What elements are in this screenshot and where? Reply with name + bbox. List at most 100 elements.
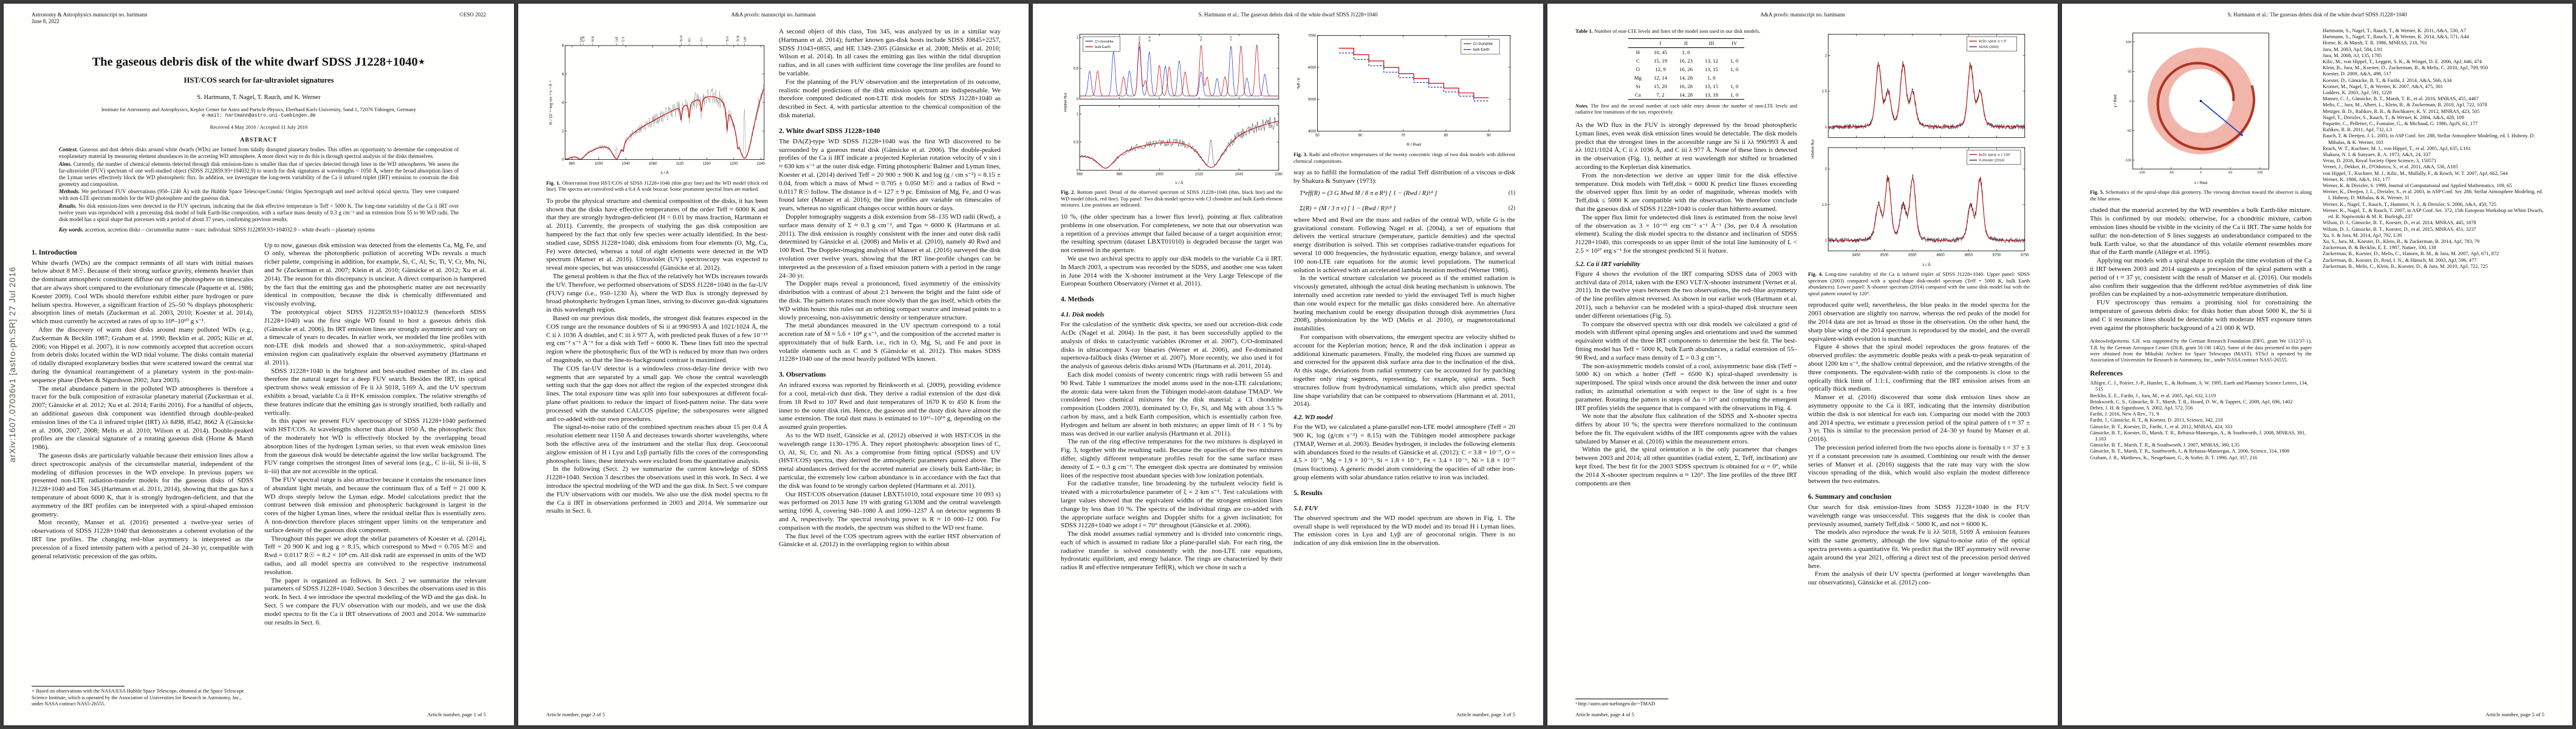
value-cell xyxy=(1724,74,1744,82)
svg-text:Si III: Si III xyxy=(737,35,741,41)
column-right: Up to now, gaseous disk emission was det… xyxy=(264,242,486,707)
running-header: A&A proofs: manuscript no. hartmann xyxy=(546,12,1001,18)
svg-text:1120: 1120 xyxy=(676,162,684,166)
value-cell: 1, 0 xyxy=(1707,74,1716,81)
abstract-paragraph: Context. Gaseous and dust debris disks a… xyxy=(59,146,459,160)
value-cell: 16, 23 xyxy=(1679,57,1693,64)
figure-caption-text: Schematics of the spiral-shape disk geom… xyxy=(2090,189,2312,202)
svg-text:Si III: Si III xyxy=(1148,36,1151,42)
spiral-chart: -100 -100 -50 -50 0 0 50 50 100 100 x / Rwd y / Rwd xyxy=(2114,32,2269,185)
value-cell: 16, 26 xyxy=(1679,66,1693,72)
figure-fig1: 960 1000 1040 1080 1120 1160 1200 1240 0 2 4 6 8 Lyγ C… xyxy=(546,29,768,193)
reference-item: Gänsicke, B. T., Marsh, T. R., & Southwo… xyxy=(2090,442,2240,448)
table-row: Ca 7, 2 14, 28 13, 18 1, 0 xyxy=(1628,91,1745,100)
page-footer: Article number, page 4 of 5 xyxy=(1575,711,1634,717)
value-cell: 1, 0 xyxy=(1730,66,1739,72)
paragraph: The precession period inferred from the … xyxy=(1808,443,2030,485)
paragraph: The observed spectrum and the WD model s… xyxy=(1293,514,1515,547)
paragraph: 10 %, (the older spectrum has a lower fl… xyxy=(1061,213,1283,255)
table-notes-label: Notes. xyxy=(1575,103,1589,109)
abstract-paragraph: Methods. We performed FUV observations (… xyxy=(59,188,459,202)
paragraph: White dwarfs (WDs) are the compact remna… xyxy=(32,259,253,326)
abstract-text: Currently, the number of chemical elemen… xyxy=(58,160,459,187)
reference-item: Gänsicke, B. T., Koester, D., Farihi, J.… xyxy=(2090,423,2233,430)
abstract-lead: Results. xyxy=(58,202,77,209)
value-cell: 1, 0 xyxy=(1730,91,1739,98)
svg-text:5000: 5000 xyxy=(1308,98,1317,102)
paragraph: For the radiative transfer, line broaden… xyxy=(1061,480,1283,530)
svg-text:fλ / 10⁻¹⁴ erg cm⁻² s⁻¹ Å⁻¹: fλ / 10⁻¹⁴ erg cm⁻² s⁻¹ Å⁻¹ xyxy=(549,81,553,125)
paragraph: The models also reproduce the weak Fe ii… xyxy=(1808,529,2030,570)
reference-item: Jura, M. 2003, ApJ, 584, L91 xyxy=(2323,46,2383,52)
footnote-text: ⋆ Based on observations with the NASA/ES… xyxy=(32,688,244,707)
svg-text:8650: 8650 xyxy=(1965,253,1973,257)
figure-caption-text: Long-time variability of the Ca ii infra… xyxy=(1808,271,2030,296)
paragraph: Figure 4 shows the evolution of the IRT … xyxy=(1575,270,1797,320)
figure-fig5: -100 -100 -50 -50 0 0 50 50 100 100 x / Rwd y / Rwd… xyxy=(2090,29,2312,202)
subsection-heading: 4.1. Disk models xyxy=(1061,312,1105,319)
svg-text:Si IV: Si IV xyxy=(680,35,683,41)
paragraph: From the analysis of their UV spectra (p… xyxy=(1808,570,2030,587)
irt-chart: 1 1.5 2 AcDc spiral, α = 0° SDSS (2003) 8450 8… xyxy=(1810,33,2029,267)
paragraph: After the discovery of warm dust disks a… xyxy=(32,326,253,384)
svg-text:80: 80 xyxy=(1444,134,1448,137)
svg-text:0: 0 xyxy=(562,159,564,162)
svg-text:R / Rwd: R / Rwd xyxy=(1406,143,1421,147)
svg-text:2: 2 xyxy=(1825,168,1828,171)
svg-text:8500: 8500 xyxy=(1880,253,1889,257)
paragraph: The FUV spectral range is also attractiv… xyxy=(264,476,486,534)
reference-item: Reach, W. T., Kuchner, M. J., von Hippel… xyxy=(2323,145,2471,151)
reference-item: Klein, B., Jura, M., Koester, D., Zucker… xyxy=(2323,65,2489,71)
value-cell: 13, 18 xyxy=(1705,91,1719,98)
figure-caption-text: Observation from HST/COS of SDSS J1228+1… xyxy=(546,179,768,193)
value-cell: 12, 9 xyxy=(1655,66,1666,72)
paragraph: cluded that the material accreted by the… xyxy=(2090,207,2312,256)
svg-text:CI chondrite: CI chondrite xyxy=(1095,40,1114,44)
header-left: Astronomy & Astrophysics manuscript no. … xyxy=(32,12,147,24)
fuv-chart: 960 1000 1040 1080 1120 1160 1200 124002468LyγC… xyxy=(549,35,765,175)
column-left: -100 -100 -50 -50 0 0 50 50 100 100 x / Rwd y / Rwd… xyxy=(2090,28,2312,707)
value-cell: 14, 28 xyxy=(1679,74,1693,81)
svg-text:8750: 8750 xyxy=(2021,253,2029,257)
reference-item: Xu, S. & Jura, M. 2014, ApJ, 792, L39 xyxy=(2323,232,2402,238)
reference-item: Farihi, J. 2016, New A Rev., 71, 9 xyxy=(2090,411,2159,417)
running-header: A&A proofs: manuscript no. hartmann xyxy=(1575,12,2030,18)
svg-text:AcDc spiral, α = 0°: AcDc spiral, α = 0° xyxy=(1979,40,2007,44)
svg-text:0: 0 xyxy=(2129,100,2131,103)
svg-text:C II: C II xyxy=(622,37,626,42)
paragraph: The non-axisymmetric models consist of a… xyxy=(1575,362,1797,412)
svg-text:N III: N III xyxy=(592,36,595,41)
svg-text:1080: 1080 xyxy=(649,162,657,166)
svg-text:CI chondrite: CI chondrite xyxy=(1473,43,1493,46)
page-2: A&A proofs: manuscript no. hartmann 960 10… xyxy=(518,4,1029,725)
svg-text:N I: N I xyxy=(688,38,692,42)
value-cell: 13, 15 xyxy=(1705,66,1719,72)
svg-text:1000: 1000 xyxy=(595,162,603,166)
value-cell: 16, 28 xyxy=(1679,83,1693,89)
value-cell: 15, 20 xyxy=(1654,83,1668,89)
svg-text:6: 6 xyxy=(562,73,564,77)
reference-item: Gänsicke, B. T., Koester, D., Marsh, T. … xyxy=(2090,430,2306,442)
column-header: II xyxy=(1684,39,1688,46)
svg-text:1.5: 1.5 xyxy=(1822,204,1828,207)
section-heading: 4. Methods xyxy=(1061,295,1094,304)
paragraph: In the following (Sect. 2) we summarize … xyxy=(546,465,768,515)
element-cell: O xyxy=(1636,66,1640,72)
page-3: S. Hartmann et al.: The gaseous debris d… xyxy=(1033,4,1543,725)
svg-text:50: 50 xyxy=(2128,70,2131,74)
svg-text:λ / Å: λ / Å xyxy=(1175,180,1184,185)
table-row: H 10, 45 1, 0 xyxy=(1628,47,1744,56)
front-matter: The gaseous debris disk of the white dwa… xyxy=(32,28,486,233)
svg-text:1: 1 xyxy=(1077,36,1079,39)
paragraph: The disk model assumes radial symmetry a… xyxy=(1061,530,1283,572)
paragraph: way as to fulfill the formulation of the… xyxy=(1293,169,1515,185)
reference-item: Graham, J. R., Matthews, K., Neugebauer,… xyxy=(2090,454,2258,460)
figure-label: Fig. 3. xyxy=(1293,151,1308,158)
reference-item: Zuckerman, B., Koester, D., Melis, C., H… xyxy=(2323,251,2499,257)
reference-item: Hartmann, S., Nagel, T., Rauch, T., & We… xyxy=(2323,34,2469,40)
footnote-text: ¹ http://astro.uni-tuebingen.de/~TMAD xyxy=(1575,700,1656,707)
svg-text:1020: 1020 xyxy=(1195,173,1204,177)
svg-text:2: 2 xyxy=(1825,55,1828,58)
columns: -100 -100 -50 -50 0 0 50 50 100 100 x / Rwd y / Rwd… xyxy=(2090,28,2544,707)
svg-text:50: 50 xyxy=(1315,134,1320,137)
